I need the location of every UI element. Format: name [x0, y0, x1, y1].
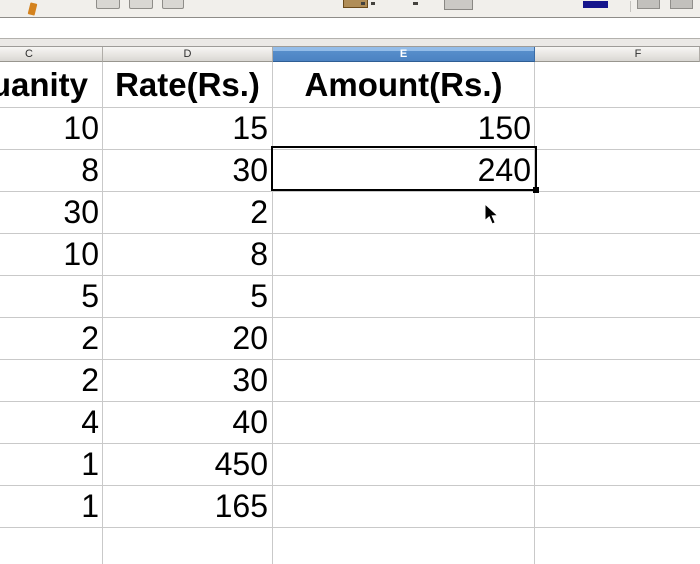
cell[interactable]: 150: [477, 110, 531, 146]
cell[interactable]: [275, 359, 531, 401]
column-header-c[interactable]: C: [0, 47, 103, 62]
toolbar-button-icon[interactable]: [96, 0, 120, 9]
table-row: 8 30 240: [0, 149, 700, 192]
toolbar-button-icon[interactable]: [129, 0, 153, 9]
cell[interactable]: 8: [81, 152, 99, 188]
font-color-icon[interactable]: [583, 1, 608, 8]
column-header-f[interactable]: F: [535, 47, 700, 62]
cell[interactable]: 30: [232, 152, 268, 188]
table-row: 10 8: [0, 233, 700, 276]
header-cell-rate[interactable]: Rate(Rs.): [115, 66, 260, 103]
gridline-vertical: [534, 62, 535, 564]
cell[interactable]: 4: [81, 404, 99, 440]
header-cell-quantity[interactable]: uanity: [0, 66, 88, 103]
cell[interactable]: [275, 233, 531, 275]
cell[interactable]: 20: [232, 320, 268, 356]
cell[interactable]: 240: [477, 152, 531, 188]
table-row: 30 2: [0, 191, 700, 234]
background-color-icon[interactable]: [343, 0, 368, 8]
table-header-row[interactable]: uanity Rate(Rs.) Amount(Rs.): [0, 62, 700, 108]
cell[interactable]: [275, 443, 531, 485]
cell[interactable]: 5: [81, 278, 99, 314]
cell[interactable]: [275, 275, 531, 317]
cell[interactable]: [275, 317, 531, 359]
table-row: 2 20: [0, 317, 700, 360]
toolbar-button-icon[interactable]: [444, 0, 473, 10]
column-header-row: C D E F: [0, 47, 700, 62]
column-header-label: E: [399, 48, 408, 60]
cell[interactable]: 1: [81, 488, 99, 524]
table-row: 5 5: [0, 275, 700, 318]
toolbar: [0, 0, 700, 18]
table-row: 1 450: [0, 443, 700, 486]
table-row: 4 40: [0, 401, 700, 444]
table-row: 2 30: [0, 359, 700, 402]
cell[interactable]: 1: [81, 446, 99, 482]
cell[interactable]: [275, 485, 531, 527]
gridline-vertical: [102, 62, 103, 564]
toolbar-button-icon[interactable]: [670, 0, 693, 9]
gridline-vertical: [272, 62, 273, 564]
selection-handle[interactable]: [533, 187, 539, 193]
selected-cell-frame[interactable]: [271, 146, 539, 193]
cell[interactable]: 2: [250, 194, 268, 230]
cell[interactable]: 10: [63, 236, 99, 272]
table-row: 1 165: [0, 485, 700, 528]
toolbar-button-icon[interactable]: [637, 0, 660, 9]
column-header-label: F: [634, 48, 642, 60]
cell[interactable]: 40: [232, 404, 268, 440]
toolbar-gap: [0, 39, 700, 47]
cell[interactable]: 450: [214, 446, 268, 482]
align-icon[interactable]: [361, 2, 365, 5]
align-icon[interactable]: [371, 2, 375, 5]
cell[interactable]: 8: [250, 236, 268, 272]
header-cell-amount[interactable]: Amount(Rs.): [304, 66, 503, 103]
cell[interactable]: 30: [63, 194, 99, 230]
cell[interactable]: 15: [232, 110, 268, 146]
cell[interactable]: 5: [250, 278, 268, 314]
column-header-d[interactable]: D: [103, 47, 273, 62]
cell[interactable]: 2: [81, 320, 99, 356]
toolbar-separator: [630, 1, 631, 12]
cell[interactable]: 30: [232, 362, 268, 398]
cell[interactable]: 165: [214, 488, 268, 524]
cell[interactable]: [275, 401, 531, 443]
clone-formatting-icon[interactable]: [27, 2, 38, 16]
column-header-label: D: [183, 48, 192, 60]
formula-input[interactable]: [0, 18, 700, 39]
cell[interactable]: 2: [81, 362, 99, 398]
column-header-e[interactable]: E: [273, 47, 535, 62]
sheet-grid: uanity Rate(Rs.) Amount(Rs.) 10 15 150 8…: [0, 62, 700, 564]
toolbar-button-icon[interactable]: [162, 0, 184, 9]
cell[interactable]: [275, 191, 531, 233]
cell[interactable]: 10: [63, 110, 99, 146]
merge-cells-icon[interactable]: [413, 2, 418, 5]
column-header-label: C: [25, 48, 33, 60]
table-row: 10 15 150: [0, 107, 700, 150]
